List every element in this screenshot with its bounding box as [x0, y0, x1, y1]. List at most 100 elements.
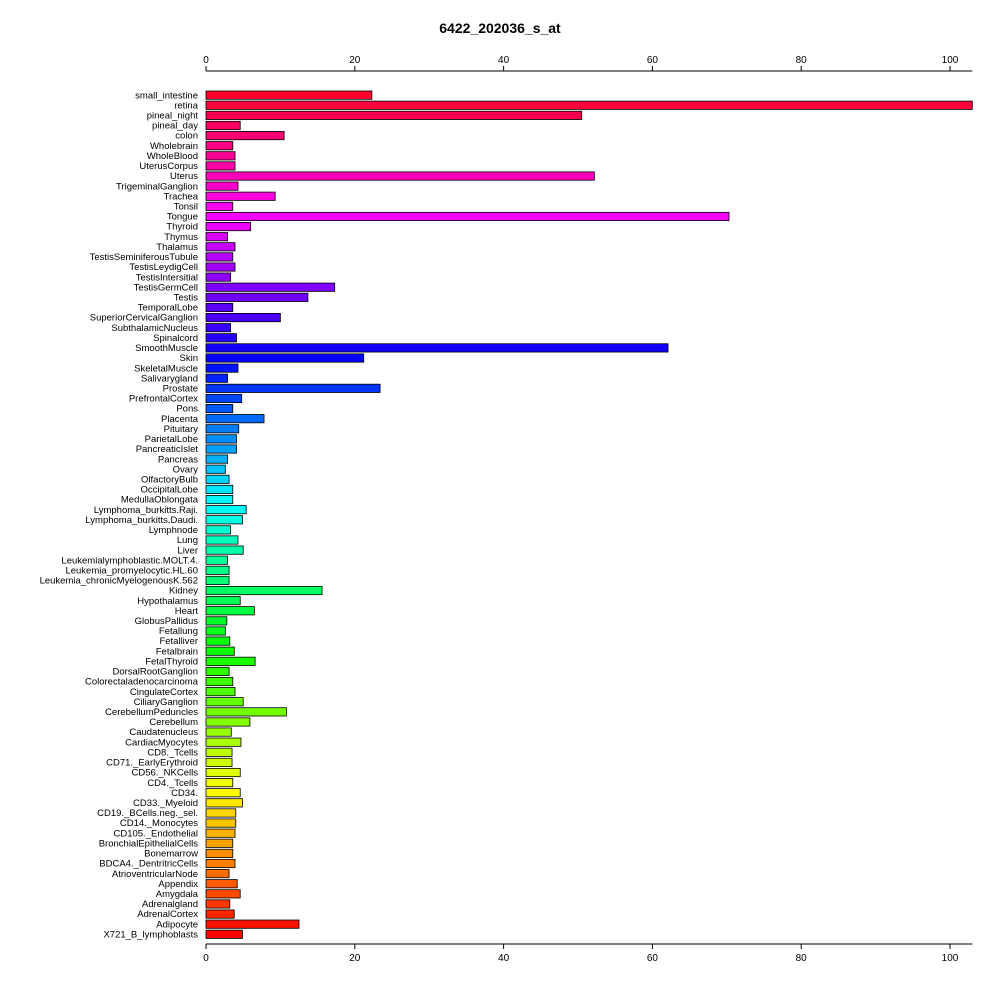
- bar: [205, 646, 235, 656]
- bar: [205, 818, 237, 828]
- bottom-axis: 0 20 40 60 80 100: [203, 943, 973, 964]
- bar: [205, 858, 236, 869]
- category-label: CD14._Monocytes: [120, 818, 198, 829]
- category-label: CD4._Tcells: [147, 778, 198, 789]
- bar: [205, 232, 228, 242]
- bar: [205, 585, 323, 596]
- bar: [205, 525, 231, 535]
- category-label: CD34.: [171, 788, 198, 799]
- category-label: Testis: [174, 293, 199, 304]
- bar: [205, 494, 234, 505]
- top-axis: 0 20 40 60 80 100: [203, 55, 973, 72]
- category-label: TrigeminalGanglion: [116, 181, 198, 192]
- bar: [205, 737, 242, 747]
- category-label: Lymphoma_burkitts.Raji.: [94, 505, 198, 516]
- category-label: pineal_night: [147, 111, 199, 122]
- category-label: AtrioventricularNode: [112, 869, 198, 880]
- bar: [205, 151, 236, 161]
- bar: [205, 90, 373, 100]
- category-label: UterusCorpus: [139, 161, 198, 172]
- category-label: CD71._EarlyErythroid: [106, 758, 198, 769]
- bar: [205, 889, 241, 899]
- category-label: Leukemia_promyelocytic.HL.60: [65, 565, 198, 576]
- bar: [205, 191, 276, 201]
- category-label: OccipitalLobe: [140, 485, 198, 496]
- category-label: Kidney: [169, 586, 198, 597]
- category-label: CD33._Myeloid: [133, 798, 198, 809]
- bar: [205, 666, 230, 676]
- category-label: OlfactoryBulb: [141, 474, 198, 485]
- bar: [205, 323, 231, 333]
- category-label: Pancreas: [158, 454, 198, 465]
- bar: [205, 454, 228, 464]
- bar: [205, 383, 381, 393]
- bar: [205, 697, 244, 707]
- category-label: TestisSeminiferousTubule: [90, 252, 198, 263]
- tick-label: 20: [349, 953, 361, 964]
- category-label: Bonemarrow: [144, 849, 198, 860]
- bar: [205, 161, 236, 171]
- bar: [205, 899, 231, 909]
- category-label: CD56._NKCells: [131, 768, 198, 779]
- category-label: GlobusPallidus: [135, 616, 199, 627]
- tick-label: 60: [647, 953, 659, 964]
- category-label: CerebellumPeduncles: [105, 707, 198, 718]
- category-label: Uterus: [170, 171, 198, 182]
- bar: [205, 201, 234, 211]
- bar: [205, 404, 234, 414]
- bar: [205, 211, 730, 222]
- bar: [205, 778, 234, 788]
- bar: [205, 798, 243, 808]
- bar: [205, 110, 583, 120]
- category-label: Leukemialymphoblastic.MOLT.4.: [61, 555, 198, 566]
- chart-title: 6422_202036_s_at: [439, 20, 561, 36]
- category-label: Thymus: [164, 232, 198, 243]
- category-label: Pituitary: [164, 424, 199, 435]
- bar: [205, 181, 239, 191]
- bar: [205, 707, 287, 717]
- bar: [205, 120, 241, 131]
- bar: [205, 414, 265, 424]
- bar: [205, 767, 241, 778]
- bar: [205, 242, 236, 252]
- bar: [205, 555, 228, 565]
- bar: [205, 717, 251, 727]
- category-label: FetalThyroid: [145, 656, 198, 667]
- bar: [205, 464, 226, 474]
- category-label: CD19._BCells.neg._sel.: [97, 808, 198, 819]
- tick-label: 40: [498, 953, 510, 964]
- category-label: Ovary: [173, 464, 199, 475]
- category-label: X721_B_lymphoblasts: [103, 929, 198, 940]
- bar: [205, 343, 669, 353]
- tick-label: 80: [796, 953, 808, 964]
- tick-label: 100: [942, 55, 959, 66]
- bar: [205, 838, 234, 848]
- category-label: Salivarygland: [141, 373, 198, 384]
- category-label: Thyroid: [166, 222, 198, 233]
- bar: [205, 373, 228, 383]
- category-label: Thalamus: [156, 242, 198, 253]
- bar: [205, 363, 239, 373]
- category-label: Caudatenucleus: [129, 727, 198, 738]
- category-label: small_intestine: [135, 90, 198, 101]
- tick-label: 0: [203, 953, 209, 964]
- category-label: Heart: [175, 606, 199, 617]
- category-label: CiliaryGanglion: [134, 697, 198, 708]
- category-label: Prostate: [163, 383, 198, 394]
- category-label: SmoothMuscle: [135, 343, 198, 354]
- bar: [205, 434, 237, 444]
- category-label: Wholebrain: [150, 141, 198, 152]
- bar: [205, 222, 252, 232]
- bar: [205, 656, 256, 666]
- category-label: Liver: [177, 545, 198, 556]
- category-label: pineal_day: [152, 121, 198, 132]
- category-label: Adipocyte: [156, 919, 198, 930]
- bar: [205, 272, 231, 282]
- category-label: TestisIntersitial: [136, 272, 198, 283]
- category-label: Fetalbrain: [156, 646, 198, 657]
- bar: [205, 484, 234, 494]
- bar: [205, 687, 236, 697]
- bar: [205, 141, 234, 151]
- category-label: Lung: [177, 535, 198, 546]
- tick-label: 20: [349, 55, 361, 66]
